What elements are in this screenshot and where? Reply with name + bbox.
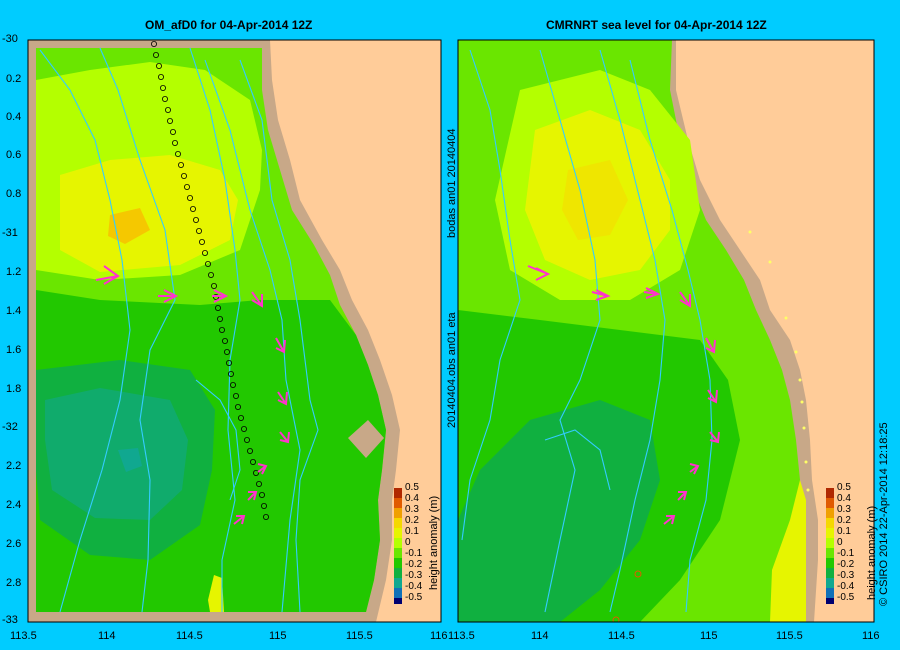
colorbar-tick: 0.4 bbox=[837, 493, 851, 504]
obs-label: 20140404.obs an01 eta bbox=[446, 312, 458, 428]
x-tick: 113.5 bbox=[10, 630, 37, 642]
y-tick: -33 bbox=[2, 614, 18, 626]
bathymetry-contours bbox=[39, 47, 319, 613]
coastal-stations bbox=[748, 230, 810, 492]
colorbar-tick: -0.2 bbox=[405, 559, 423, 570]
left-colorbar-label: height anomaly (m) bbox=[428, 495, 440, 590]
colorbar-tick: 0 bbox=[405, 537, 411, 548]
x-tick: 116 bbox=[430, 630, 448, 642]
left-colorbar bbox=[394, 488, 402, 604]
colorbar-tick: 0.1 bbox=[405, 526, 419, 537]
colorbar-tick: 0.5 bbox=[837, 482, 851, 493]
x-tick: 116 bbox=[862, 630, 880, 642]
colorbar-tick: 0.3 bbox=[837, 504, 851, 515]
y-tick: 1.8 bbox=[6, 383, 22, 395]
y-tick: 2.2 bbox=[6, 460, 22, 472]
colorbar-tick: 0.5 bbox=[405, 482, 419, 493]
credit-label: © CSIRO 2014 22-Apr-2014 12:18:25 bbox=[878, 422, 890, 606]
colorbar-tick: 0.2 bbox=[837, 515, 851, 526]
colorbar-tick: 0.3 bbox=[405, 504, 419, 515]
x-tick: 115 bbox=[700, 630, 718, 642]
y-tick: 1.6 bbox=[6, 344, 22, 356]
obs-points bbox=[612, 570, 642, 622]
colorbar-tick: -0.4 bbox=[837, 581, 855, 592]
current-vectors bbox=[527, 265, 720, 525]
y-tick: 0.6 bbox=[6, 149, 22, 161]
colorbar-tick: -0.5 bbox=[405, 592, 423, 603]
x-tick: 115.5 bbox=[346, 630, 373, 642]
right-map-title: CMRNRT sea level for 04-Apr-2014 12Z bbox=[546, 18, 767, 32]
left-map-title: OM_afD0 for 04-Apr-2014 12Z bbox=[145, 18, 313, 32]
x-tick: 114.5 bbox=[176, 630, 203, 642]
right-colorbar bbox=[826, 488, 834, 604]
y-tick: 2.4 bbox=[6, 499, 22, 511]
y-tick: 0.8 bbox=[6, 188, 22, 200]
x-tick: 115 bbox=[269, 630, 287, 642]
colorbar-tick: -0.2 bbox=[837, 559, 855, 570]
y-tick: 1.2 bbox=[6, 266, 22, 278]
bathymetry-contours bbox=[461, 49, 713, 613]
x-tick: 114.5 bbox=[608, 630, 635, 642]
colorbar-tick: -0.1 bbox=[405, 548, 423, 559]
y-tick: -30 bbox=[2, 33, 18, 45]
left-map-frame bbox=[27, 39, 442, 623]
right-map bbox=[458, 40, 874, 622]
colorbar-tick: 0.2 bbox=[405, 515, 419, 526]
bodas-label: bodas an01 20140404 bbox=[446, 128, 458, 239]
x-tick: 115.5 bbox=[776, 630, 803, 642]
colorbar-tick: -0.4 bbox=[405, 581, 423, 592]
left-map bbox=[28, 40, 441, 622]
right-map-frame bbox=[457, 39, 875, 623]
colorbar-tick: 0.1 bbox=[837, 526, 851, 537]
colorbar-tick: -0.5 bbox=[837, 592, 855, 603]
colorbar-tick: 0 bbox=[837, 537, 843, 548]
y-tick: -32 bbox=[2, 421, 18, 433]
colorbar-tick: 0.4 bbox=[405, 493, 419, 504]
x-tick: 114 bbox=[531, 630, 549, 642]
y-tick: 1.4 bbox=[6, 305, 22, 317]
current-vectors bbox=[95, 265, 290, 525]
y-tick: 0.4 bbox=[6, 111, 22, 123]
colorbar-tick: -0.3 bbox=[405, 570, 423, 581]
x-tick: 114 bbox=[98, 630, 116, 642]
y-tick: -31 bbox=[2, 227, 18, 239]
colorbar-tick: -0.3 bbox=[837, 570, 855, 581]
y-tick: 2.8 bbox=[6, 577, 22, 589]
x-tick: 113.5 bbox=[448, 630, 475, 642]
y-tick: 0.2 bbox=[6, 73, 22, 85]
colorbar-tick: -0.1 bbox=[837, 548, 855, 559]
right-colorbar-label: height anomaly (m) bbox=[866, 505, 878, 600]
y-tick: 2.6 bbox=[6, 538, 22, 550]
